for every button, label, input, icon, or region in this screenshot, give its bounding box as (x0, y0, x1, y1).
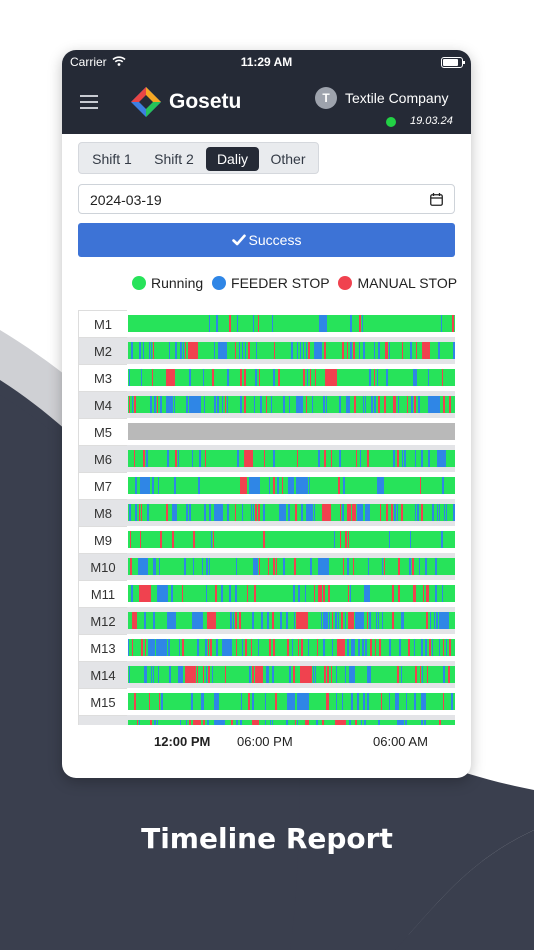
machine-status-bar[interactable] (128, 531, 455, 548)
timeline-row: M13 (78, 634, 455, 661)
timeline-row: M4 (78, 391, 455, 418)
timeline-row: M9 (78, 526, 455, 553)
x-tick-label: 06:00 PM (237, 734, 293, 749)
machine-label: M11 (78, 580, 127, 607)
timeline-row: M12 (78, 607, 455, 634)
timeline-row: M1 (78, 310, 455, 337)
machine-label: M7 (78, 472, 127, 499)
machine-status-bar[interactable] (128, 639, 455, 656)
x-tick-label: 12:00 PM (154, 734, 211, 749)
timeline-row: M16 (78, 715, 455, 725)
machine-label: M16 (78, 715, 127, 725)
tab-shift-2[interactable]: Shift 2 (154, 151, 194, 167)
machine-label: M12 (78, 607, 127, 634)
machine-label: M8 (78, 499, 127, 526)
date-value: 2024-03-19 (90, 192, 162, 208)
machine-label: M3 (78, 364, 127, 391)
chart-legend: Running FEEDER STOP MANUAL STOP (132, 275, 462, 291)
machine-status-bar[interactable] (128, 315, 455, 332)
machine-status-bar[interactable] (128, 423, 455, 440)
battery-icon (441, 57, 465, 68)
online-status-dot (386, 117, 396, 127)
x-tick-label: 06:00 AM (373, 734, 428, 749)
tab-other[interactable]: Other (270, 151, 306, 167)
carrier-label: Carrier (70, 55, 107, 69)
timeline-row: M7 (78, 472, 455, 499)
success-label: Success (248, 232, 302, 248)
timeline-chart: M1M2M3M4M5M6M7M8M9M10M11M12M13M14M15M16 (78, 310, 455, 725)
wifi-icon (112, 56, 126, 66)
date-field[interactable]: 2024-03-19 (78, 184, 455, 214)
machine-label: M6 (78, 445, 127, 472)
timeline-row: M11 (78, 580, 455, 607)
menu-icon[interactable] (80, 95, 98, 113)
machine-status-bar[interactable] (128, 612, 455, 629)
header-date: 19.03.24 (410, 115, 453, 127)
machine-label: M5 (78, 418, 127, 445)
machine-status-bar[interactable] (128, 720, 455, 725)
machine-status-bar[interactable] (128, 396, 455, 413)
check-icon (231, 234, 246, 246)
shift-tabs: Shift 1 Shift 2 Daliy Other (78, 142, 319, 174)
avatar[interactable]: T (315, 87, 337, 109)
timeline-row: M14 (78, 661, 455, 688)
machine-label: M1 (78, 310, 127, 337)
machine-status-bar[interactable] (128, 693, 455, 710)
company-name[interactable]: Textile Company (345, 90, 449, 106)
phone-screen: Carrier 11:29 AM Gosetu T Textile Compan… (62, 50, 471, 778)
timeline-row: M8 (78, 499, 455, 526)
machine-label: M14 (78, 661, 127, 688)
caption-title: Timeline Report (141, 822, 393, 855)
legend-running: Running (132, 275, 203, 291)
machine-label: M2 (78, 337, 127, 364)
legend-dot-icon (212, 276, 227, 290)
time-axis: 12:00 PM 06:00 PM 06:00 AM (78, 734, 455, 752)
success-button[interactable]: Success (78, 223, 455, 257)
machine-label: M15 (78, 688, 127, 715)
clock: 11:29 AM (240, 55, 293, 69)
timeline-row: M6 (78, 445, 455, 472)
machine-status-bar[interactable] (128, 477, 455, 494)
machine-status-bar[interactable] (128, 450, 455, 467)
machine-status-bar[interactable] (128, 342, 455, 359)
timeline-row: M3 (78, 364, 455, 391)
tab-shift-1[interactable]: Shift 1 (92, 151, 132, 167)
machine-label: M13 (78, 634, 127, 661)
timeline-row: M5 (78, 418, 455, 445)
timeline-row: M15 (78, 688, 455, 715)
machine-status-bar[interactable] (128, 504, 455, 521)
status-bar: Carrier 11:29 AM (62, 54, 471, 72)
machine-status-bar[interactable] (128, 369, 455, 386)
legend-feeder-stop: FEEDER STOP (212, 275, 330, 291)
machine-status-bar[interactable] (128, 585, 455, 602)
app-header: Carrier 11:29 AM Gosetu T Textile Compan… (62, 50, 471, 134)
machine-status-bar[interactable] (128, 558, 455, 575)
machine-status-bar[interactable] (128, 666, 455, 683)
machine-label: M4 (78, 391, 127, 418)
machine-label: M9 (78, 526, 127, 553)
tab-daily[interactable]: Daliy (206, 147, 259, 171)
calendar-icon[interactable] (430, 193, 443, 206)
timeline-row: M10 (78, 553, 455, 580)
machine-label: M10 (78, 553, 127, 580)
legend-manual-stop: MANUAL STOP (338, 275, 457, 291)
timeline-row: M2 (78, 337, 455, 364)
legend-dot-icon (338, 276, 353, 290)
gosetu-logo (131, 87, 161, 117)
legend-dot-icon (132, 276, 146, 290)
brand-name: Gosetu (169, 90, 242, 113)
